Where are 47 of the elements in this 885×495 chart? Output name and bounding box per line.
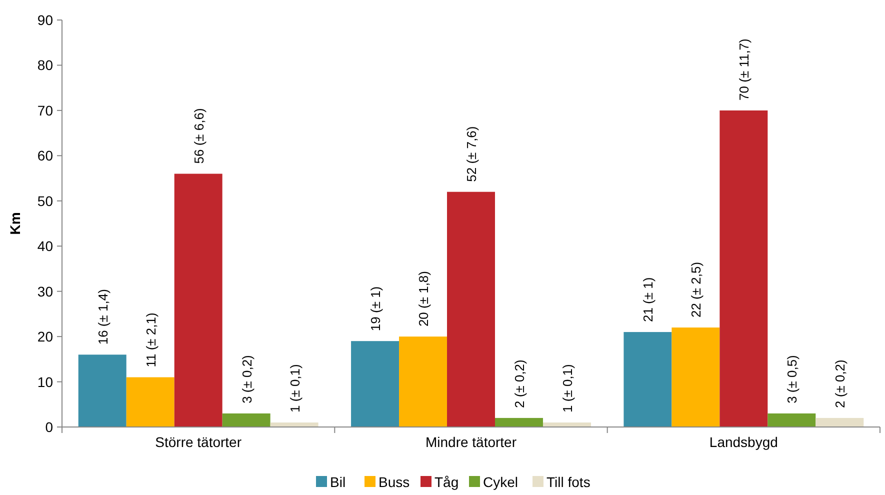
legend-label: Bil — [330, 474, 346, 490]
data-label: 1 (± 0,1) — [287, 364, 302, 412]
y-tick-label: 80 — [37, 57, 54, 74]
data-label: 19 (± 1) — [368, 286, 384, 332]
legend-label: Buss — [378, 474, 410, 490]
bar — [720, 110, 768, 427]
data-label: 52 (± 7,6) — [464, 126, 479, 182]
data-label: 2 (± 0,2) — [512, 360, 527, 408]
bar — [126, 377, 174, 427]
data-label: 22 (± 2,5) — [688, 262, 704, 318]
x-tick-label: Landsbygd — [709, 434, 778, 450]
bar — [816, 418, 864, 427]
bar — [351, 341, 400, 427]
y-axis-title: Km — [7, 212, 23, 235]
bar — [174, 174, 222, 427]
data-label: 56 (± 6,6) — [191, 108, 206, 164]
y-tick-label: 30 — [37, 283, 54, 300]
data-label: 3 (± 0,2) — [239, 355, 254, 404]
y-tick-label: 60 — [37, 148, 54, 164]
data-label: 2 (± 0,2) — [832, 360, 848, 408]
data-label: 11 (± 2,1) — [143, 312, 158, 368]
bar — [399, 336, 448, 427]
data-label: 21 (± 1) — [640, 277, 656, 322]
y-tick-label: 40 — [37, 238, 54, 254]
y-tick-label: 70 — [37, 102, 54, 118]
y-tick-label: 20 — [37, 328, 54, 345]
bar — [672, 328, 720, 427]
bar — [222, 413, 270, 427]
data-label: 1 (± 0,1) — [560, 364, 575, 412]
data-label: 16 (± 1,4) — [95, 289, 110, 345]
x-tick-label: Större tätorter — [155, 434, 242, 450]
bar — [447, 192, 495, 427]
bar — [768, 413, 816, 427]
bar — [624, 332, 672, 427]
y-tick-label: 90 — [37, 12, 54, 28]
data-label: 3 (± 0,5) — [784, 355, 800, 404]
y-tick-label: 50 — [37, 192, 54, 209]
x-tick-label: Mindre tätorter — [425, 434, 517, 450]
y-tick-label: 10 — [37, 374, 54, 390]
y-tick-label: 0 — [45, 419, 54, 435]
legend-label: Till fots — [546, 474, 590, 490]
bar — [494, 418, 543, 427]
bar — [78, 354, 126, 427]
data-label: 70 (± 11,7) — [736, 38, 752, 100]
legend-label: Cykel — [483, 474, 518, 490]
legend-label: Tåg — [434, 474, 459, 490]
data-label: 20 (± 1,8) — [416, 270, 432, 327]
